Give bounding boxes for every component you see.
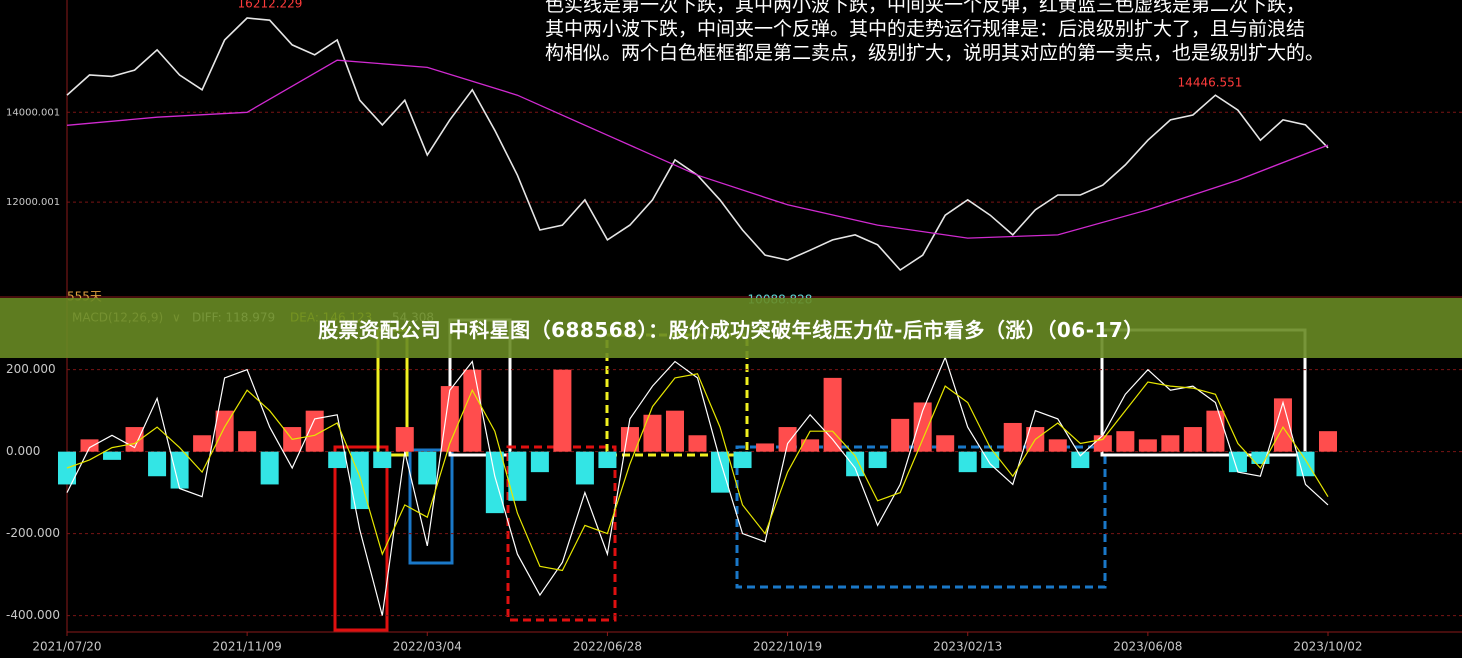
x-tick-label: 2023/02/13 [933,640,1002,654]
macd-bar [1093,435,1112,452]
macd-bar [395,427,414,452]
macd-line [66,373,1329,572]
macd-bar [643,414,662,452]
macd-bar [1116,431,1135,452]
macd-bar [463,369,482,452]
y-tick-label: 12000.001 [6,197,60,208]
macd-bar [846,451,865,477]
macd-bar [530,451,549,473]
macd-bar [1003,422,1022,452]
x-tick-label: 2022/06/28 [573,640,642,654]
macd-bar [711,451,730,493]
macd-bar [80,439,99,452]
banner: 股票资配公司 中科星图（688568）：股价成功突破年线压力位-后市看多（涨）（… [0,298,1462,358]
note: 色实线是第一次下跌，其中两小波下跌，中间夹一个反弹，红黄蓝三色虚线是第二次下跌，… [545,0,1324,65]
box [408,448,454,565]
annotation: 16212.229 [238,0,303,11]
price-line [66,59,1329,239]
x-tick-label: 2021/07/20 [32,640,101,654]
macd-bar [1206,410,1225,452]
macd-bar [891,418,910,452]
macd-bar [1161,435,1180,452]
macd-bar [1318,431,1338,452]
x-tick-label: 2021/11/09 [213,640,282,654]
macd-bar [913,402,932,452]
macd-bar [260,451,279,485]
macd-bar [936,435,955,452]
macd-bar [170,451,189,489]
box [735,445,1107,589]
box [333,445,389,632]
macd-bar [801,439,820,452]
macd-bar [148,451,167,477]
macd-bar [305,410,324,452]
macd-bar [553,369,572,452]
macd-bar [778,427,797,452]
macd-bar [823,377,842,452]
macd-bar [215,410,234,452]
macd-bar [665,410,684,452]
y-tick-label: 0.000 [6,444,40,458]
macd-bar [1296,451,1315,477]
y-tick-label: 200.000 [6,362,56,376]
macd-bar [1273,398,1292,452]
x-tick-label: 2023/10/02 [1293,640,1362,654]
macd-bar [868,451,887,469]
note-line: 其中两小波下跌，中间夹一个反弹。其中的走势运行规律是：后浪级别扩大了，且与前浪结 [545,18,1306,40]
macd-bar [508,451,527,501]
macd-bar [1183,427,1202,452]
macd-bar [238,431,257,452]
x-tick-label: 2022/10/19 [753,640,822,654]
macd-bar [756,443,775,452]
macd-line [66,355,1329,616]
macd-bar [688,435,707,452]
note-line: 色实线是第一次下跌，其中两小波下跌，中间夹一个反弹，红黄蓝三色虚线是第二次下跌， [545,0,1306,16]
macd-bar [103,451,122,460]
x-tick-label: 2023/06/08 [1113,640,1182,654]
note-line: 构相似。两个白色框框都是第二卖点，级别扩大，说明其对应的第一卖点，也是级别扩大的… [545,42,1325,64]
macd-bar [1228,451,1247,473]
macd-bar [418,451,437,485]
macd-bar [485,451,504,514]
macd-bar [1138,439,1157,452]
macd-bar [440,386,459,452]
macd-bar [193,435,212,452]
annotation: 14446.551 [1178,76,1243,90]
macd-bar [373,451,392,469]
y-tick-label: 14000.001 [6,107,60,118]
banner-title: 股票资配公司 中科星图（688568）：股价成功突破年线压力位-后市看多（涨）（… [318,317,1144,342]
macd-bar [598,451,617,469]
macd-bar [575,451,594,485]
macd-bar [958,451,977,473]
macd-bar [1048,439,1067,452]
macd-bar [328,451,347,469]
y-tick-label: -400.000 [6,608,60,622]
macd-bar [1071,451,1090,469]
x-tick-label: 2022/03/04 [393,640,462,654]
y-tick-label: -200.000 [6,526,60,540]
macd-bar [57,451,77,485]
macd-bar [733,451,752,469]
annotation-boxes [333,318,1307,632]
